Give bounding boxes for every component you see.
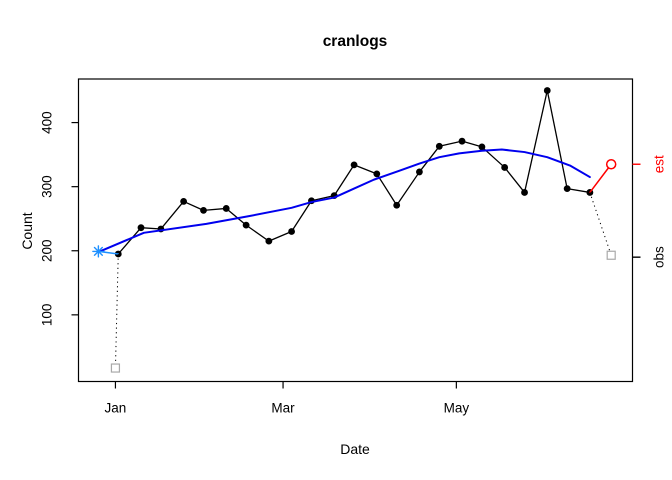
x-axis-title: Date bbox=[340, 441, 370, 457]
data-point-jan-10 bbox=[137, 224, 145, 232]
chart-title: cranlogs bbox=[322, 33, 388, 50]
y-tick-label: 100 bbox=[40, 304, 55, 327]
data-point-may-10 bbox=[478, 143, 486, 151]
data-point-may-3 bbox=[458, 137, 466, 145]
data-point-feb-16 bbox=[242, 221, 250, 229]
x-tick-label: May bbox=[444, 401, 470, 416]
end-estimate-segment-line bbox=[589, 163, 612, 194]
dotted-last-obs-connector-line bbox=[589, 192, 612, 256]
y-tick-label: 400 bbox=[40, 111, 55, 134]
data-point-jun-9 bbox=[563, 185, 571, 192]
observed-weekly-count-line bbox=[117, 89, 591, 255]
data-point-mar-4 bbox=[288, 228, 295, 235]
y-axis-title-text: Count bbox=[19, 212, 35, 250]
start-estimate-star-stroke bbox=[93, 246, 103, 256]
data-point-jan-25 bbox=[180, 198, 188, 205]
data-point-apr-3 bbox=[373, 170, 381, 178]
right-axis-label-obs: obs bbox=[652, 246, 667, 268]
right-axis-label-est: est bbox=[652, 155, 667, 173]
data-point-apr-18 bbox=[416, 168, 423, 176]
first-obs-square bbox=[110, 363, 121, 373]
data-point-feb-24 bbox=[265, 237, 273, 245]
data-point-feb-9 bbox=[222, 205, 230, 212]
data-point-may-18 bbox=[501, 164, 509, 171]
data-point-apr-10 bbox=[393, 201, 401, 209]
y-tick-label: 300 bbox=[40, 175, 55, 198]
plot-box bbox=[77, 78, 634, 383]
data-point-feb-1 bbox=[200, 206, 207, 214]
data-point-mar-26 bbox=[350, 161, 358, 169]
last-estimate-circle bbox=[605, 158, 617, 170]
data-point-jun-2 bbox=[543, 87, 551, 94]
last-obs-square bbox=[606, 250, 616, 260]
x-tick-label: Jan bbox=[105, 401, 127, 416]
smooth-trend-line bbox=[97, 148, 591, 254]
y-tick-label: 200 bbox=[40, 239, 55, 262]
data-point-may-25 bbox=[521, 189, 528, 196]
dotted-first-obs-connector-line bbox=[114, 253, 119, 369]
x-tick-label: Mar bbox=[271, 401, 295, 416]
data-point-apr-25 bbox=[435, 142, 443, 150]
